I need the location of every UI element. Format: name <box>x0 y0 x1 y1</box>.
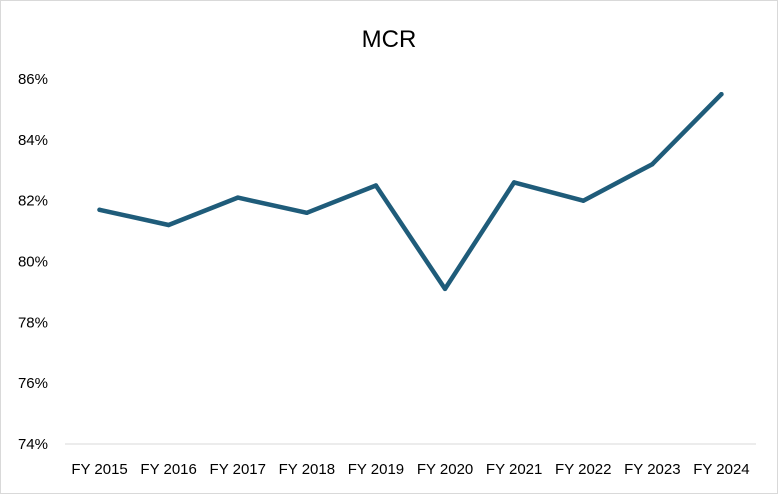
x-tick-label: FY 2024 <box>693 461 749 478</box>
y-tick-label: 74% <box>18 436 48 453</box>
data-point <box>97 207 102 212</box>
y-tick-label: 82% <box>18 193 48 210</box>
y-tick-labels: 74% 76% 78% 80% 82% 84% 86% <box>18 71 48 453</box>
data-point <box>304 210 310 216</box>
data-point <box>373 183 379 188</box>
x-tick-label: FY 2015 <box>71 461 127 478</box>
x-tick-label: FY 2016 <box>140 461 196 478</box>
y-tick-label: 80% <box>18 254 48 271</box>
data-point <box>235 195 240 200</box>
series-layer <box>97 91 724 292</box>
series-line <box>97 91 724 292</box>
data-point <box>511 180 517 185</box>
data-point <box>719 92 724 97</box>
data-point <box>581 198 586 203</box>
x-tick-label: FY 2017 <box>210 461 266 478</box>
x-tick-label: FY 2023 <box>624 461 680 478</box>
data-point <box>166 222 171 228</box>
x-tick-labels: FY 2015 FY 2016 FY 2017 FY 2018 FY 2019 FY 20… <box>71 461 749 478</box>
x-tick-label: FY 2020 <box>417 461 473 478</box>
x-tick-label: FY 2019 <box>348 461 404 478</box>
data-point <box>650 161 655 167</box>
chart-title: MCR <box>362 26 417 53</box>
y-tick-label: 86% <box>18 71 48 88</box>
data-point <box>442 286 448 292</box>
y-tick-label: 76% <box>18 375 48 392</box>
x-tick-label: FY 2018 <box>279 461 335 478</box>
y-tick-label: 78% <box>18 314 48 331</box>
x-tick-label: FY 2022 <box>555 461 611 478</box>
y-tick-label: 84% <box>18 132 48 149</box>
x-tick-label: FY 2021 <box>486 461 542 478</box>
